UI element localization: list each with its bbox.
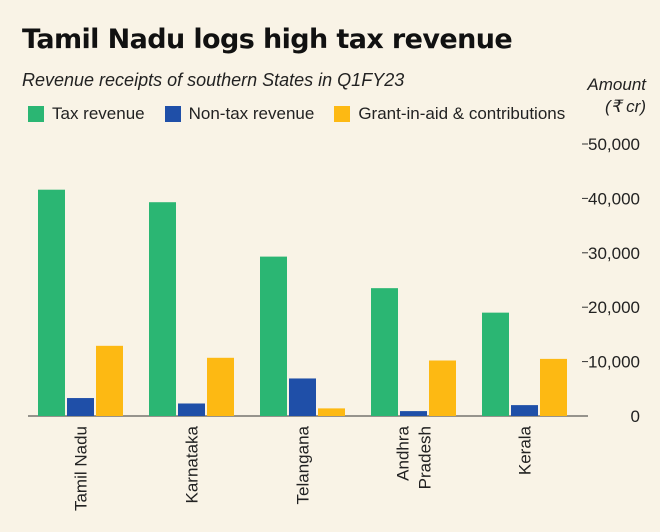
y-tick-label-2: 20,000 — [588, 298, 640, 317]
category-label-andhra-pradesh-line-1: Andhra — [394, 425, 413, 480]
y-axis-unit-label: Amount (₹ cr) — [566, 74, 646, 118]
y-tick-label-1: 10,000 — [588, 353, 640, 372]
bar-telangana-grant-in-aid-contributions — [318, 408, 345, 416]
chart-title: Tamil Nadu logs high tax revenue — [22, 24, 513, 55]
y-tick-label-5: 50,000 — [588, 135, 640, 154]
bar-karnataka-tax-revenue — [149, 202, 176, 416]
y-tick-label-4: 40,000 — [588, 189, 640, 208]
chart-subtitle: Revenue receipts of southern States in Q… — [22, 70, 405, 90]
category-label-tamil-nadu: Tamil Nadu — [72, 426, 91, 511]
legend-swatch-non-tax-revenue — [164, 106, 181, 122]
legend-item-non-tax-revenue: Non-tax revenue — [164, 104, 315, 124]
legend-item-grant-in-aid: Grant-in-aid & contributions — [334, 104, 565, 124]
legend: Tax revenue Non-tax revenue Grant-in-aid… — [28, 104, 565, 124]
y-tick-label-3: 30,000 — [588, 244, 640, 263]
legend-label-grant-in-aid: Grant-in-aid & contributions — [358, 104, 566, 123]
legend-label-tax-revenue: Tax revenue — [52, 104, 145, 123]
bar-kerala-non-tax-revenue — [511, 405, 538, 416]
bar-karnataka-grant-in-aid-contributions — [207, 357, 234, 416]
y-axis-unit-line-1: Amount — [587, 75, 646, 94]
bar-telangana-non-tax-revenue — [289, 378, 316, 416]
category-label-kerala: Kerala — [516, 425, 535, 475]
category-label-karnataka: Karnataka — [183, 425, 202, 503]
bar-kerala-grant-in-aid-contributions — [540, 358, 567, 416]
legend-item-tax-revenue: Tax revenue — [28, 104, 145, 124]
bar-tamil-nadu-grant-in-aid-contributions — [96, 345, 123, 416]
bar-tamil-nadu-non-tax-revenue — [67, 398, 94, 416]
legend-swatch-grant-in-aid — [334, 106, 351, 122]
bar-kerala-tax-revenue — [482, 312, 509, 416]
category-label-andhra-pradesh-line-2: Pradesh — [416, 426, 435, 489]
bar-andhra-pradesh-tax-revenue — [371, 288, 398, 416]
bar-andhra-pradesh-non-tax-revenue — [400, 411, 427, 416]
legend-swatch-tax-revenue — [28, 106, 44, 122]
y-axis-unit-line-2: (₹ cr) — [604, 97, 646, 116]
bar-telangana-tax-revenue — [260, 256, 287, 416]
bar-andhra-pradesh-grant-in-aid-contributions — [429, 360, 456, 416]
bar-tamil-nadu-tax-revenue — [38, 189, 65, 416]
legend-label-non-tax-revenue: Non-tax revenue — [188, 104, 315, 123]
y-tick-label-0: 0 — [631, 407, 640, 426]
category-label-telangana: Telangana — [294, 425, 313, 504]
bar-karnataka-non-tax-revenue — [178, 403, 205, 416]
